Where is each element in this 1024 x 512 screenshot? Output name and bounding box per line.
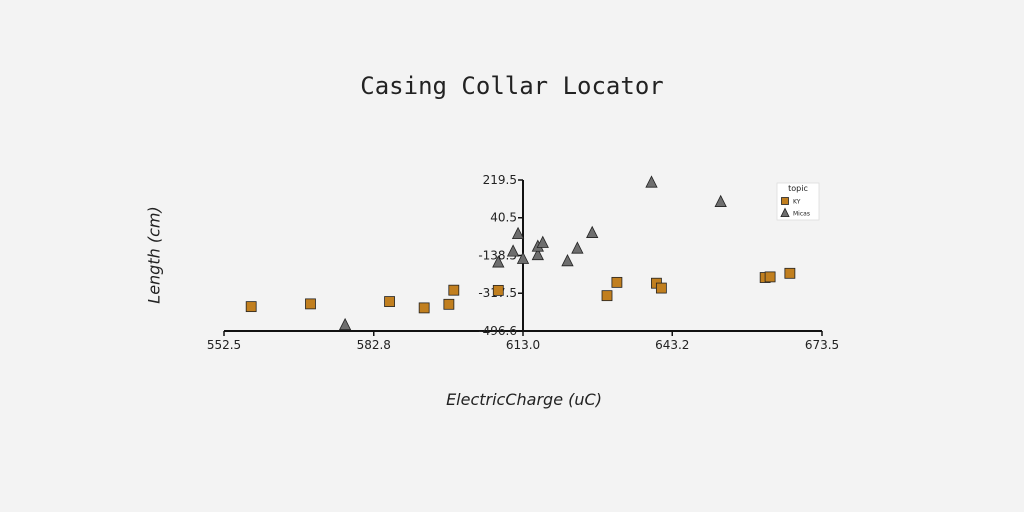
point-micas (492, 255, 505, 268)
point-micas (531, 247, 544, 261)
point-micas (561, 254, 574, 267)
point-micas (571, 241, 584, 254)
point-ky (305, 298, 316, 310)
x-tick-label: 552.5 (207, 338, 241, 352)
x-tick-label: 582.8 (357, 338, 391, 352)
point-ky (418, 302, 430, 314)
point-micas (506, 244, 520, 257)
point-micas (516, 251, 530, 264)
legend-label-micas: Micas (793, 211, 810, 218)
point-ky (492, 284, 504, 296)
point-ky (443, 298, 455, 310)
point-micas (714, 194, 727, 207)
point-ky (611, 276, 623, 288)
point-ky (448, 284, 460, 296)
point-ky (764, 271, 776, 283)
point-ky (601, 290, 613, 302)
point-ky (784, 267, 796, 279)
point-micas (586, 225, 599, 238)
x-tick-label: 673.5 (805, 338, 839, 352)
point-ky (245, 301, 257, 313)
y-tick-label: -496.6 (478, 324, 517, 338)
point-micas (511, 226, 525, 240)
y-tick-label: 219.5 (483, 173, 517, 187)
legend-title: topic (788, 184, 808, 193)
y-tick-label: 40.5 (490, 211, 517, 225)
legend-marker-ky (781, 197, 789, 205)
point-micas (645, 175, 658, 188)
point-ky (655, 282, 667, 294)
point-ky (384, 296, 395, 307)
chart-title: Casing Collar Locator (360, 72, 664, 100)
x-axis-label: ElectricCharge (uC) (446, 390, 602, 409)
x-tick-label: 643.2 (655, 338, 689, 352)
legend-label-ky: KY (793, 199, 801, 206)
point-micas (536, 235, 549, 248)
legend-marker-micas (780, 207, 790, 218)
x-tick-label: 613.0 (506, 338, 540, 352)
y-tick-label: -138.5 (478, 248, 517, 262)
point-micas (338, 317, 352, 331)
